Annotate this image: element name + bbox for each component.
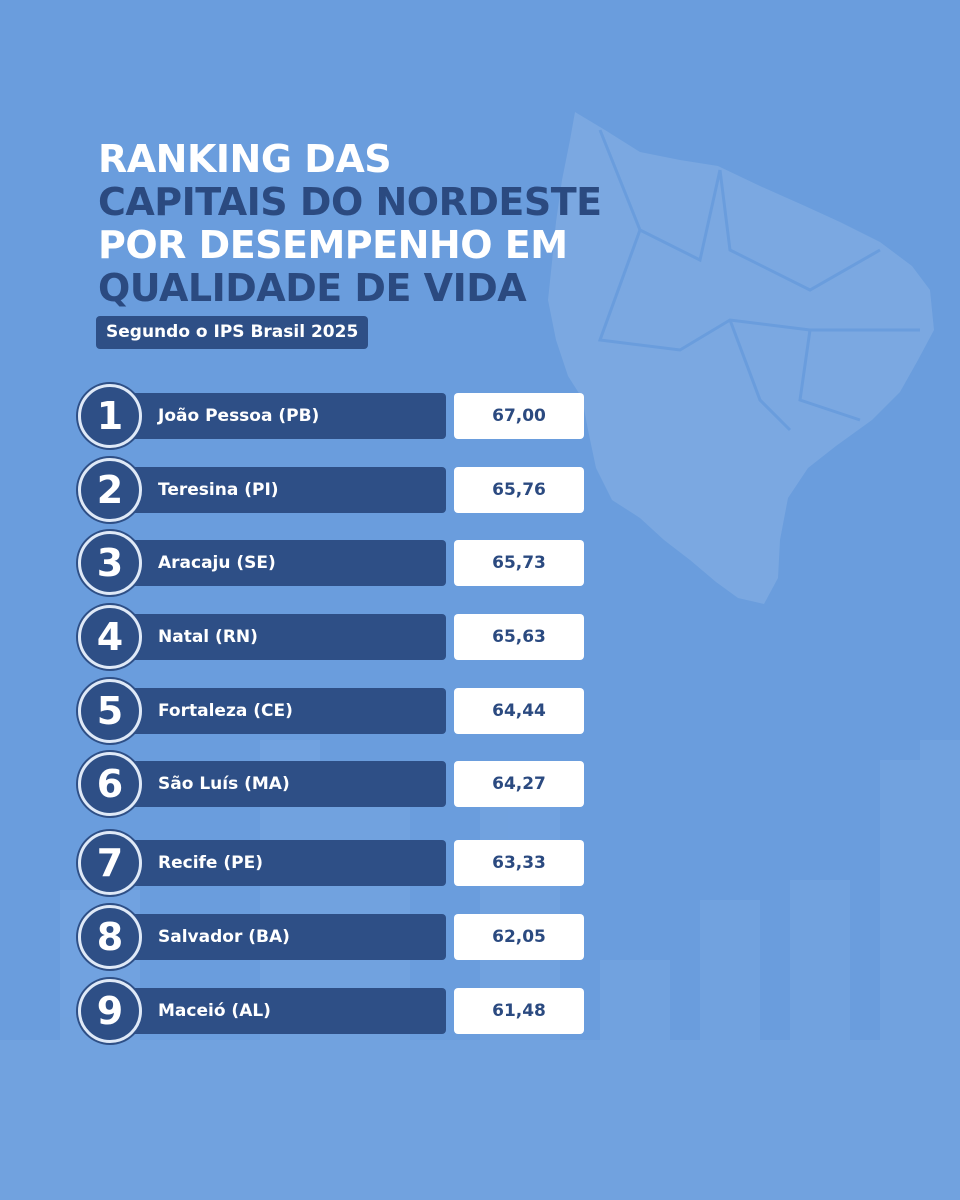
ips-score: 65,76 (454, 467, 584, 513)
rank-row: São Luís (MA) 6 64,27 (78, 752, 588, 816)
rank-number-badge: 3 (78, 531, 142, 595)
title-line-3: POR DESEMPENHO EM (98, 223, 568, 267)
rank-row: Salvador (BA) 8 62,05 (78, 905, 588, 969)
rank-bar (104, 393, 446, 439)
rank-number-badge: 4 (78, 605, 142, 669)
rank-number-badge: 1 (78, 384, 142, 448)
city-name: Teresina (PI) (158, 480, 279, 500)
page-title: RANKING DAS CAPITAIS DO NORDESTE POR DES… (98, 138, 602, 310)
rank-number-badge: 7 (78, 831, 142, 895)
city-name: Salvador (BA) (158, 927, 290, 947)
rank-bar (104, 840, 446, 886)
rank-row: Maceió (AL) 9 61,48 (78, 979, 588, 1043)
ips-score: 61,48 (454, 988, 584, 1034)
city-name: Natal (RN) (158, 627, 258, 647)
rank-row: Fortaleza (CE) 5 64,44 (78, 679, 588, 743)
rank-bar (104, 467, 446, 513)
city-name: São Luís (MA) (158, 774, 290, 794)
rank-bar (104, 540, 446, 586)
northeast-brazil-map (548, 112, 934, 604)
ips-score: 64,27 (454, 761, 584, 807)
rank-bar (104, 988, 446, 1034)
ips-score: 65,73 (454, 540, 584, 586)
rank-row: Aracaju (SE) 3 65,73 (78, 531, 588, 595)
rank-row: João Pessoa (PB) 1 67,00 (78, 384, 588, 448)
city-name: Aracaju (SE) (158, 553, 276, 573)
city-name: Maceió (AL) (158, 1001, 271, 1021)
rank-number-badge: 5 (78, 679, 142, 743)
rank-row: Natal (RN) 4 65,63 (78, 605, 588, 669)
ips-score: 65,63 (454, 614, 584, 660)
ips-score: 67,00 (454, 393, 584, 439)
subtitle-badge: Segundo o IPS Brasil 2025 (96, 316, 369, 349)
rank-row: Recife (PE) 7 63,33 (78, 831, 588, 895)
ips-score: 62,05 (454, 914, 584, 960)
ips-score: 64,44 (454, 688, 584, 734)
rank-bar (104, 761, 446, 807)
rank-number-badge: 8 (78, 905, 142, 969)
city-name: Recife (PE) (158, 853, 263, 873)
rank-number-badge: 6 (78, 752, 142, 816)
rank-row: Teresina (PI) 2 65,76 (78, 458, 588, 522)
title-line-2: CAPITAIS DO NORDESTE (98, 180, 602, 224)
rank-number-badge: 2 (78, 458, 142, 522)
rank-bar (104, 614, 446, 660)
rank-bar (104, 688, 446, 734)
city-name: João Pessoa (PB) (158, 406, 320, 426)
title-line-1: RANKING DAS (98, 137, 392, 181)
rank-bar (104, 914, 446, 960)
rank-number-badge: 9 (78, 979, 142, 1043)
city-name: Fortaleza (CE) (158, 701, 293, 721)
ips-score: 63,33 (454, 840, 584, 886)
title-line-4: QUALIDADE DE VIDA (98, 266, 527, 310)
